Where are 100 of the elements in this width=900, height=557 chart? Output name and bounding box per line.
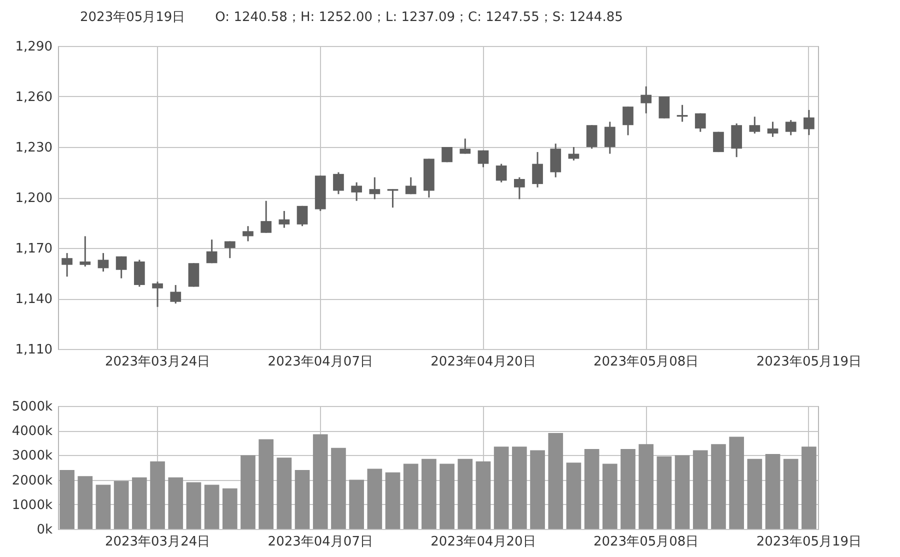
y-tick-label: 1,110 [15,342,52,358]
x-tick-label: 2023年03月24日 [104,354,210,370]
bar [78,476,93,529]
candlestick [694,112,706,133]
bar [458,458,473,529]
bar [96,484,111,529]
bar [711,444,726,529]
candlestick [206,238,218,264]
candlestick [242,225,254,242]
bar [747,458,762,529]
bar [114,481,129,529]
bar [566,462,582,529]
bar [150,461,165,529]
x-tick-label: 2023年03月24日 [104,534,210,550]
bar [584,449,600,529]
y-tick-label: 4000k [12,424,53,440]
y-tick-label: 1,230 [15,140,52,156]
x-tick-label: 2023年04月07日 [268,534,373,550]
y-tick-label: 0k [36,522,53,538]
candlestick [278,210,290,229]
x-tick-label: 2023年04月20日 [430,354,536,370]
candlestick [514,176,525,200]
bar [258,439,274,529]
bar [674,455,690,529]
y-tick-label: 1,290 [15,40,52,54]
bar [367,468,382,529]
candlestick [658,96,670,120]
candlestick [785,119,796,136]
bar [294,470,310,529]
y-tick-label: 3000k [12,448,53,464]
bar [403,464,418,529]
candlestick [296,205,308,227]
y-tick-label: 1,140 [15,292,52,307]
candlestick [804,109,814,136]
candlestick [152,280,163,308]
candlestick [767,121,778,138]
bar [186,482,202,529]
bar [60,470,74,529]
bar [222,488,238,529]
bar [168,477,184,529]
bar [530,450,545,529]
x-tick-label: 2023年05月19日 [756,534,862,550]
candlestick [333,172,344,195]
bar [729,436,744,529]
candlestick [405,176,416,195]
y-tick-label: 1,200 [15,191,52,206]
x-tick-label: 2023年05月08日 [594,354,699,370]
candlestick [532,151,543,188]
bar [602,464,618,529]
y-tick-label: 1,170 [15,242,52,256]
candlestick [550,142,562,178]
candlestick [568,146,580,162]
bar [512,446,527,529]
candlestick [496,163,507,184]
bar [240,455,256,529]
x-tick-label: 2023年05月19日 [756,354,862,370]
bar [656,456,672,529]
candlestick [604,121,616,154]
candlestick [586,124,598,150]
candlestick [387,188,398,208]
bar [349,480,364,529]
candlestick [478,150,489,168]
candlestick [116,256,127,280]
bar [765,454,780,529]
bar [638,444,654,529]
candlestick [640,86,652,114]
candlestick [224,240,236,259]
bar [422,458,436,529]
candlestick [170,284,182,304]
candlestick [622,106,634,136]
bar [783,458,798,529]
candlestick [749,116,760,134]
bar [476,461,491,529]
bar [548,433,564,529]
candlestick [260,200,272,234]
bar [331,448,346,529]
candlestick [98,252,109,272]
bar [802,446,816,529]
bar [312,434,328,529]
bar [132,477,147,529]
candlestick [62,252,72,278]
bar [204,484,220,529]
candlestick [442,146,452,163]
bar [692,450,708,529]
candlestick [351,182,362,202]
y-tick-label: 2000k [12,473,53,488]
candlestick [80,235,91,268]
y-tick-label: 1,260 [15,90,52,105]
bar [276,458,292,529]
bar [620,449,636,529]
x-tick-label: 2023年05月08日 [594,534,699,550]
x-tick-label: 2023年04月20日 [430,534,536,550]
candlestick [460,138,471,154]
candlestick [188,262,200,288]
candlestick [731,122,742,158]
bar [385,472,400,529]
bar [494,446,509,529]
bar [440,464,454,529]
candlestick [369,176,380,200]
candlestick [134,259,145,288]
